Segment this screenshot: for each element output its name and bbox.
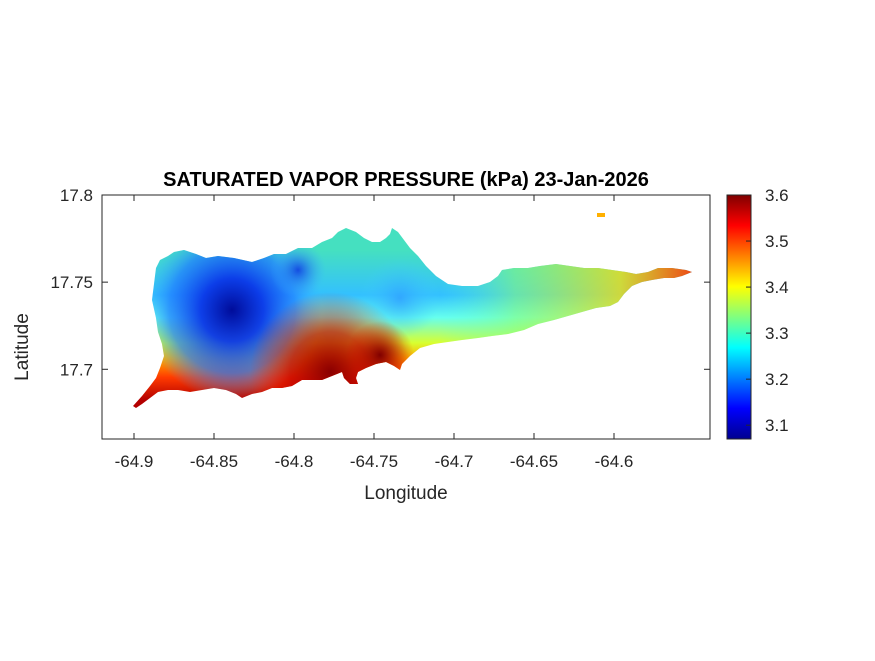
colorbar-gradient-bar bbox=[727, 195, 751, 439]
colorbar-frame bbox=[726, 194, 752, 440]
offshore-islet bbox=[597, 213, 605, 217]
x-tick-label: -64.6 bbox=[595, 452, 634, 471]
x-tick-label: -64.65 bbox=[510, 452, 558, 471]
colorbar-tick-label: 3.1 bbox=[765, 416, 789, 435]
axes-frame bbox=[101, 194, 711, 440]
island-map bbox=[133, 213, 692, 408]
x-tick-label: -64.75 bbox=[350, 452, 398, 471]
x-tick-label: -64.9 bbox=[115, 452, 154, 471]
x-tick-label: -64.85 bbox=[190, 452, 238, 471]
x-axis-label: Longitude bbox=[364, 483, 447, 504]
hot-spot-east-fill bbox=[133, 228, 692, 408]
y-axis-label: Latitude bbox=[12, 313, 33, 381]
colorbar-tick-label: 3.5 bbox=[765, 232, 789, 251]
colorbar: 3.1 3.2 3.3 3.4 3.5 3.6 bbox=[726, 186, 789, 440]
colorbar-tick-label: 3.2 bbox=[765, 370, 789, 389]
y-axis-ticks: 17.7 17.75 17.8 bbox=[50, 186, 710, 379]
colorbar-ticks: 3.1 3.2 3.3 3.4 3.5 3.6 bbox=[746, 186, 789, 435]
y-tick-label: 17.8 bbox=[60, 186, 93, 205]
x-tick-label: -64.7 bbox=[435, 452, 474, 471]
y-tick-label: 17.7 bbox=[60, 360, 93, 379]
x-axis-ticks: -64.9 -64.85 -64.8 -64.75 -64.7 -64.65 -64.6 bbox=[115, 195, 634, 471]
colorbar-tick-label: 3.6 bbox=[765, 186, 789, 205]
y-tick-label: 17.75 bbox=[50, 273, 93, 292]
island-heatmap-fill bbox=[133, 228, 692, 408]
x-tick-label: -64.8 bbox=[275, 452, 314, 471]
chart-title: SATURATED VAPOR PRESSURE (kPa) 23-Jan-20… bbox=[163, 169, 649, 191]
colorbar-tick-label: 3.4 bbox=[765, 278, 789, 297]
colorbar-tick-label: 3.3 bbox=[765, 324, 789, 343]
axes bbox=[101, 194, 711, 440]
